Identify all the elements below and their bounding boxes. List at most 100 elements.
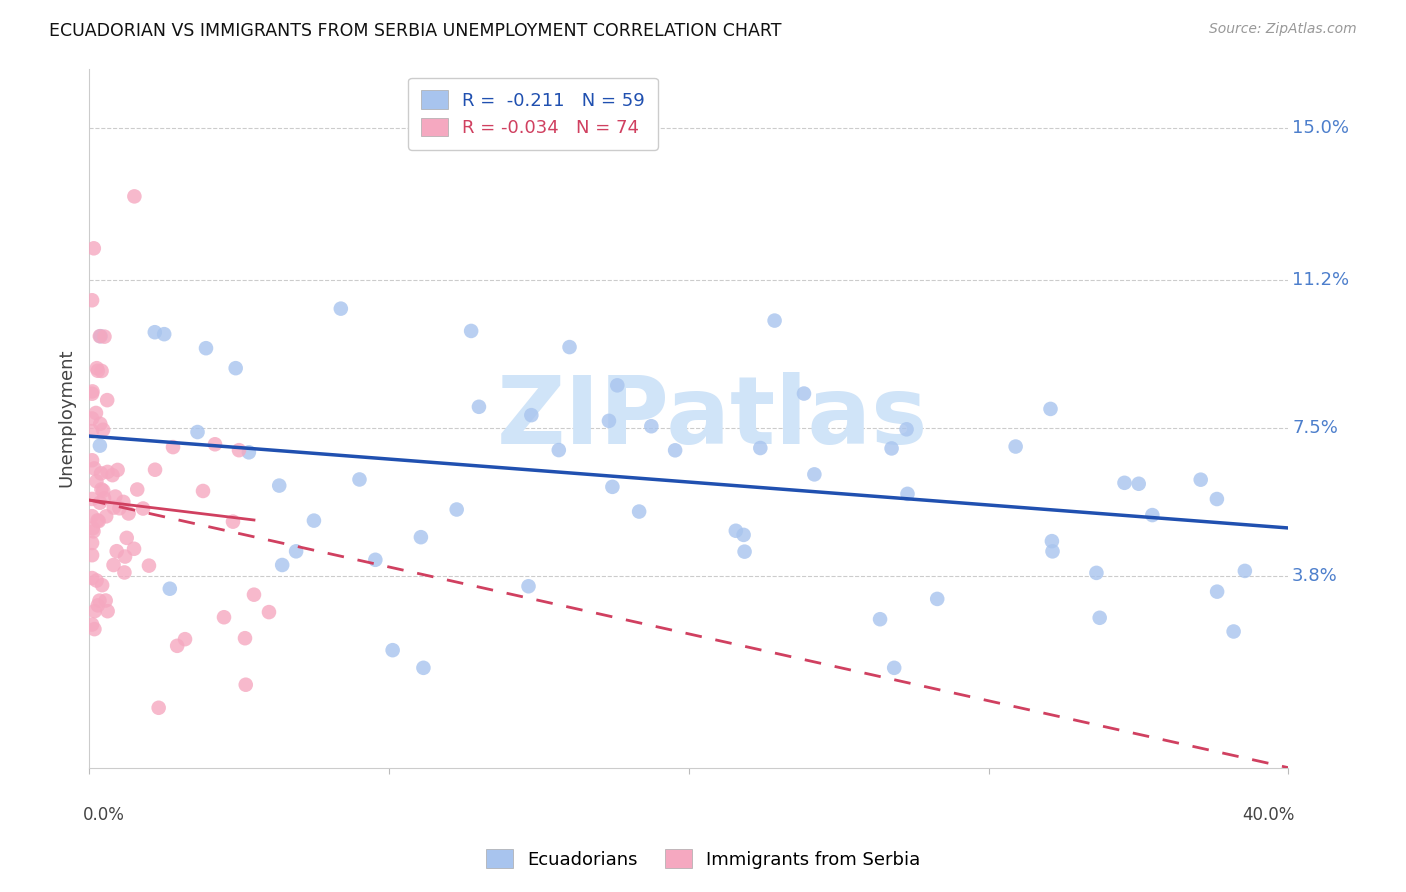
Point — [86, 574, 108, 588]
Point — [93, 329, 115, 343]
Point — [159, 582, 181, 596]
Point — [115, 531, 138, 545]
Point — [558, 340, 581, 354]
Point — [90, 483, 112, 497]
Point — [80, 617, 103, 632]
Point — [749, 441, 772, 455]
Point — [381, 643, 404, 657]
Text: 0.0%: 0.0% — [83, 806, 125, 824]
Point — [212, 610, 235, 624]
Point — [87, 514, 110, 528]
Point — [86, 475, 108, 489]
Point — [204, 437, 226, 451]
Point — [89, 329, 111, 343]
Point — [97, 465, 120, 479]
Point — [793, 386, 815, 401]
Point — [87, 599, 110, 613]
Text: 3.8%: 3.8% — [1292, 567, 1337, 585]
Point — [302, 514, 325, 528]
Point — [103, 500, 125, 515]
Point — [640, 419, 662, 434]
Text: ECUADORIAN VS IMMIGRANTS FROM SERBIA UNEMPLOYMENT CORRELATION CHART: ECUADORIAN VS IMMIGRANTS FROM SERBIA UNE… — [49, 22, 782, 40]
Point — [1206, 491, 1229, 506]
Point — [628, 504, 651, 518]
Point — [734, 544, 756, 558]
Point — [1085, 566, 1108, 580]
Point — [1189, 473, 1212, 487]
Point — [606, 378, 628, 392]
Point — [93, 491, 115, 506]
Point — [143, 463, 166, 477]
Point — [80, 491, 103, 506]
Point — [80, 509, 103, 524]
Point — [101, 468, 124, 483]
Point — [82, 521, 104, 535]
Point — [1233, 564, 1256, 578]
Point — [225, 361, 247, 376]
Point — [1222, 624, 1244, 639]
Point — [329, 301, 352, 316]
Point — [598, 414, 620, 428]
Point — [174, 632, 197, 647]
Y-axis label: Unemployment: Unemployment — [58, 349, 75, 487]
Point — [364, 553, 387, 567]
Point — [233, 631, 256, 645]
Point — [664, 443, 686, 458]
Point — [880, 442, 903, 456]
Point — [96, 393, 118, 408]
Point — [94, 593, 117, 607]
Point — [1206, 584, 1229, 599]
Point — [1042, 544, 1064, 558]
Point — [896, 487, 918, 501]
Point — [412, 661, 434, 675]
Point — [107, 463, 129, 477]
Point — [86, 361, 108, 376]
Point — [763, 313, 786, 327]
Point — [1088, 611, 1111, 625]
Text: 11.2%: 11.2% — [1292, 271, 1350, 289]
Point — [143, 325, 166, 339]
Point — [80, 548, 103, 562]
Point — [83, 604, 105, 618]
Point — [80, 411, 103, 425]
Text: 7.5%: 7.5% — [1292, 419, 1339, 437]
Point — [80, 571, 103, 585]
Point — [269, 478, 291, 492]
Point — [82, 384, 104, 399]
Point — [191, 483, 214, 498]
Point — [108, 501, 131, 516]
Point — [228, 443, 250, 458]
Text: 40.0%: 40.0% — [1241, 806, 1295, 824]
Point — [80, 386, 103, 401]
Point — [166, 639, 188, 653]
Point — [186, 425, 208, 439]
Point — [257, 605, 280, 619]
Point — [896, 422, 918, 436]
Point — [1040, 534, 1063, 549]
Point — [468, 400, 491, 414]
Point — [112, 566, 135, 580]
Point — [803, 467, 825, 482]
Point — [86, 513, 108, 527]
Point — [883, 661, 905, 675]
Point — [84, 406, 107, 420]
Point — [349, 473, 371, 487]
Point — [195, 341, 218, 355]
Point — [153, 327, 176, 342]
Point — [869, 612, 891, 626]
Point — [87, 364, 110, 378]
Point — [547, 443, 569, 458]
Point — [90, 364, 112, 378]
Point — [117, 507, 139, 521]
Point — [602, 480, 624, 494]
Point — [1114, 475, 1136, 490]
Point — [105, 544, 128, 558]
Point — [148, 700, 170, 714]
Point — [112, 495, 135, 509]
Point — [132, 501, 155, 516]
Point — [82, 524, 104, 539]
Legend: Ecuadorians, Immigrants from Serbia: Ecuadorians, Immigrants from Serbia — [478, 842, 928, 876]
Point — [89, 439, 111, 453]
Point — [89, 417, 111, 431]
Point — [80, 453, 103, 467]
